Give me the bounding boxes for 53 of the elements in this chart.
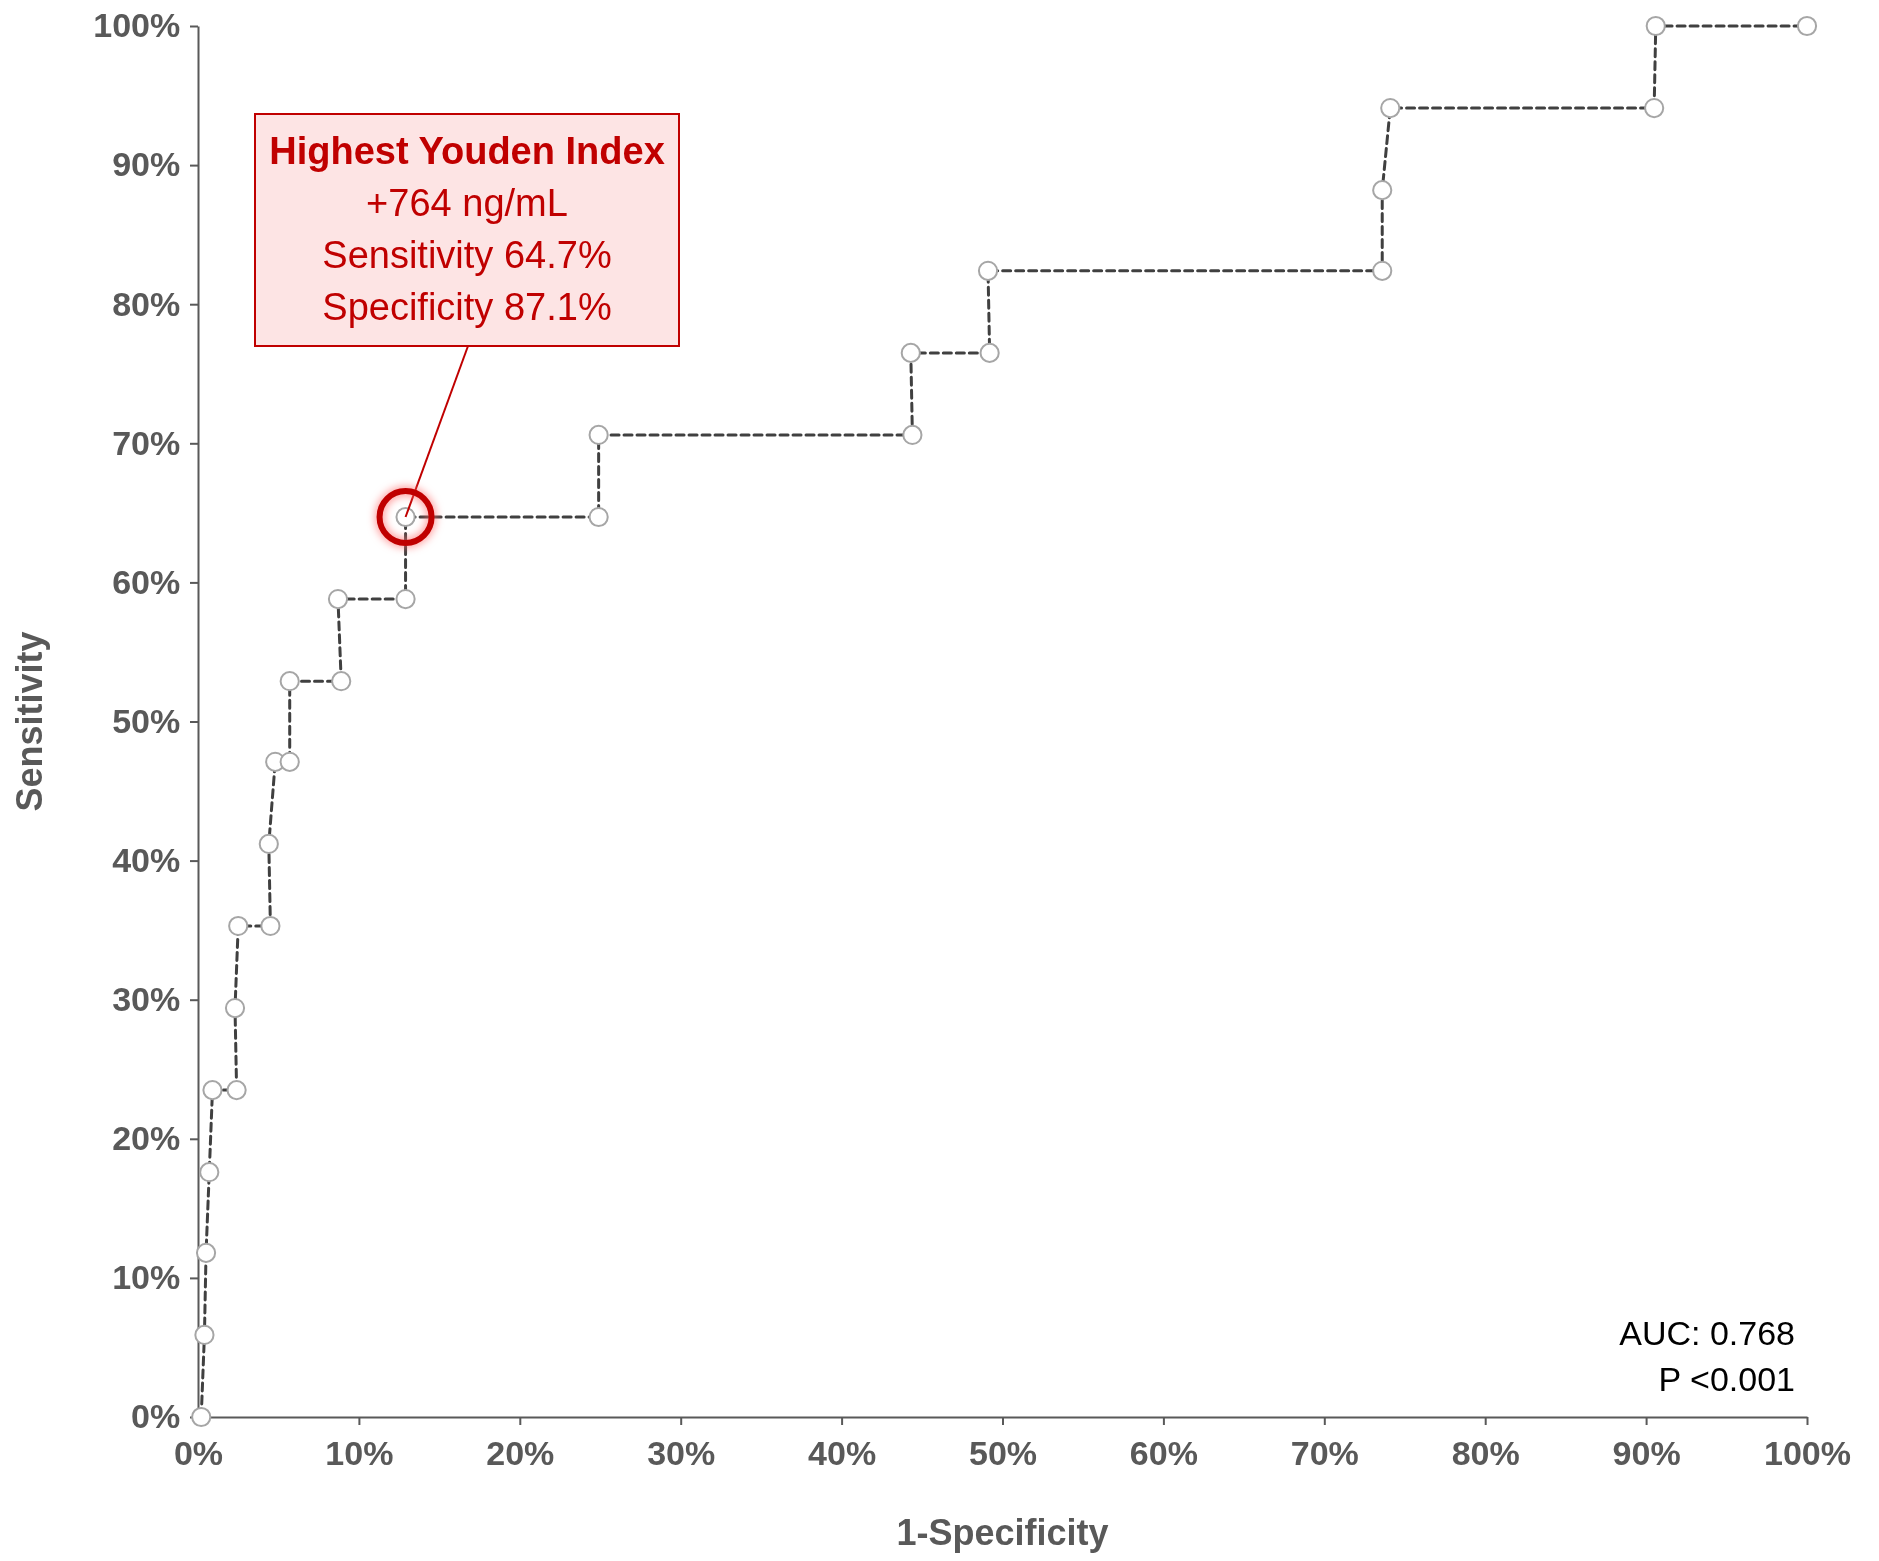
point <box>199 1162 220 1183</box>
y-tick-label: 60% <box>112 562 181 601</box>
point <box>1372 260 1393 281</box>
point <box>279 751 300 772</box>
x-tick-label: 80% <box>1451 1434 1520 1473</box>
x-tick-label: 40% <box>808 1434 877 1473</box>
point <box>977 260 999 281</box>
y-tick-label: 70% <box>112 423 181 462</box>
point <box>202 1080 223 1101</box>
y-tick-label: 80% <box>112 284 181 323</box>
y-tick-label: 20% <box>112 1119 181 1158</box>
x-tick-label: 30% <box>647 1434 716 1473</box>
y-tick-label: 0% <box>131 1397 181 1436</box>
point <box>260 915 281 937</box>
y-axis-title: Sensitivity <box>9 631 50 812</box>
point <box>1796 15 1818 37</box>
point <box>279 671 300 692</box>
point <box>331 671 352 692</box>
x-tick-label: 70% <box>1290 1434 1359 1473</box>
point <box>224 997 246 1019</box>
x-tick-label: 50% <box>968 1434 1038 1473</box>
point <box>588 424 609 446</box>
annotation: Highest Youden Index +764 ng/mL Sensitivity 64.7% Specificity 87.1% <box>269 130 665 328</box>
y-tick-label: 50% <box>112 701 181 740</box>
x-axis-title: 1-Specificity <box>896 1512 1109 1553</box>
point <box>194 1324 215 1346</box>
point <box>1380 97 1401 119</box>
point <box>902 424 923 446</box>
y-tick-label: 90% <box>112 145 181 184</box>
point <box>191 1406 212 1428</box>
y-tick-label: 30% <box>112 980 181 1019</box>
y-tick-label: 100% <box>93 6 181 45</box>
point <box>327 589 349 610</box>
x-tick-label: 10% <box>325 1434 394 1473</box>
point <box>258 833 279 854</box>
point <box>979 342 1000 363</box>
point <box>195 1242 217 1263</box>
y-tick-label: 40% <box>112 840 181 879</box>
annotation: AUC: 0.768 P <0.001 <box>1619 1314 1795 1398</box>
point <box>1372 180 1393 201</box>
point <box>1645 15 1666 37</box>
x-tick-label: 20% <box>486 1434 555 1473</box>
point <box>588 506 609 528</box>
point <box>900 342 921 363</box>
point <box>1644 97 1665 119</box>
x-tick-label: 0% <box>173 1434 224 1473</box>
point <box>226 1080 247 1101</box>
y-tick-label: 10% <box>112 1258 181 1297</box>
x-tick-label: 90% <box>1612 1434 1681 1473</box>
point <box>395 589 416 610</box>
x-tick-label: 100% <box>1764 1434 1851 1473</box>
x-tick-label: 60% <box>1129 1434 1198 1473</box>
point <box>228 915 249 937</box>
